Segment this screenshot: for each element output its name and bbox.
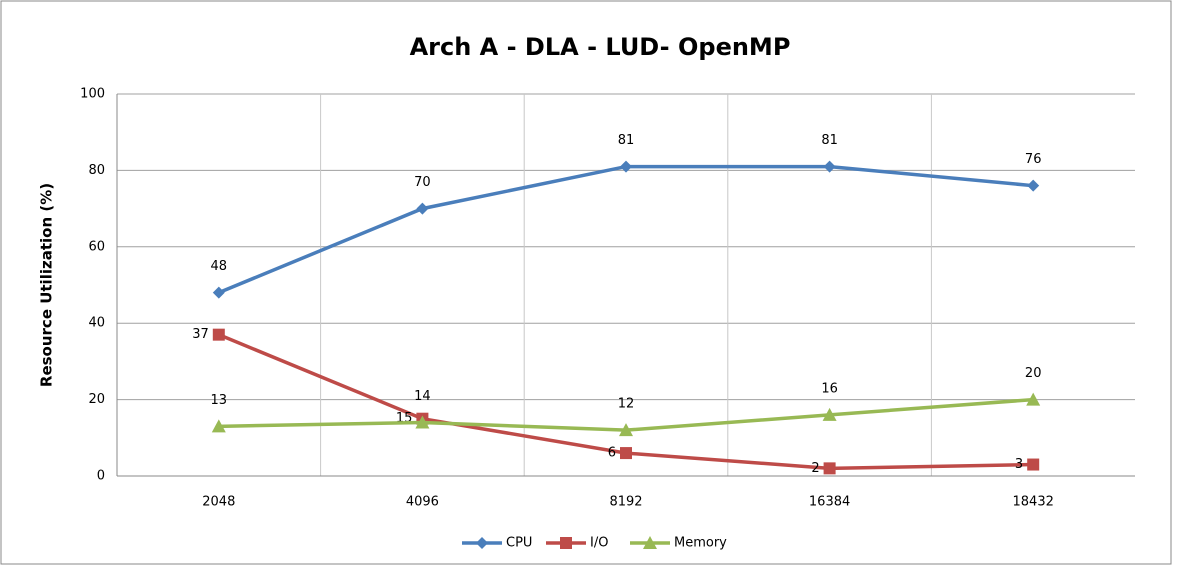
data-label: 13 [211,393,228,408]
y-tick-label: 40 [88,316,105,331]
marker [212,286,225,299]
data-label: 81 [618,133,635,148]
data-label: 3 [1015,457,1023,472]
chart-title: Arch A - DLA - LUD- OpenMP [410,33,791,61]
data-label: 81 [821,133,838,148]
x-tick-label: 4096 [406,495,439,510]
marker [1026,392,1041,406]
data-label: 2 [811,461,819,476]
legend-label: Memory [674,536,727,551]
x-tick-label: 8192 [609,495,642,510]
marker [416,202,429,215]
y-axis-title: Resource Utilization (%) [38,183,56,387]
data-label: 16 [821,381,838,396]
data-label: 14 [414,389,431,404]
data-label: 12 [618,397,635,412]
y-tick-label: 20 [88,392,105,407]
y-tick-label: 80 [88,163,105,178]
y-tick-label: 0 [97,469,105,484]
marker [1027,179,1040,192]
x-tick-label: 2048 [202,495,235,510]
x-tick-label: 18432 [1013,495,1054,510]
marker [212,328,225,341]
y-tick-label: 100 [80,87,105,102]
marker [619,423,633,437]
x-tick-label: 16384 [809,495,850,510]
marker [823,160,836,173]
marker [620,160,632,173]
marker [823,462,836,475]
data-label: 48 [211,259,228,274]
marker [822,407,837,421]
data-label: 20 [1025,366,1042,381]
marker [211,419,226,433]
marker [1027,458,1040,471]
marker [643,536,657,549]
data-label: 6 [608,446,616,461]
y-tick-label: 60 [88,239,105,254]
legend-label: CPU [506,536,532,551]
marker [415,415,430,429]
marker [560,537,572,549]
marker [620,447,632,460]
data-label: 70 [414,175,431,190]
data-label: 37 [192,327,209,342]
legend-label: I/O [590,536,608,551]
marker [476,537,488,549]
data-label: 76 [1025,152,1042,167]
